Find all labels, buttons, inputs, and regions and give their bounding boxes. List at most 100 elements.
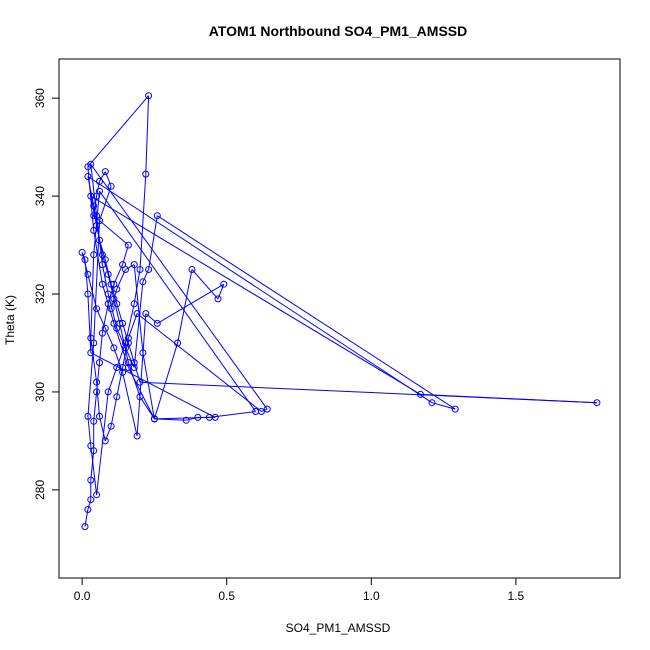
data-point bbox=[107, 305, 115, 313]
series-segment bbox=[127, 313, 138, 339]
data-point bbox=[145, 92, 153, 100]
series-segment bbox=[93, 220, 100, 344]
data-point bbox=[98, 280, 106, 288]
data-point bbox=[104, 270, 112, 278]
data-point bbox=[93, 222, 101, 229]
y-tick-label: 340 bbox=[33, 186, 47, 206]
data-point bbox=[116, 319, 124, 327]
data-point bbox=[122, 266, 129, 273]
data-point bbox=[96, 236, 103, 244]
data-point bbox=[153, 212, 161, 220]
data-point bbox=[139, 278, 147, 286]
y-tick-label: 360 bbox=[33, 88, 47, 108]
data-point bbox=[182, 416, 190, 424]
data-point bbox=[84, 290, 92, 298]
data-point bbox=[87, 192, 95, 200]
data-point bbox=[130, 300, 138, 308]
data-point bbox=[90, 212, 98, 220]
series-segment bbox=[107, 367, 118, 393]
series-segment bbox=[136, 313, 262, 412]
data-point bbox=[211, 413, 219, 421]
y-axis-ticks: 280 300 320 340 360 bbox=[33, 88, 60, 500]
series-segment bbox=[177, 269, 193, 344]
data-point bbox=[142, 310, 150, 318]
data-point bbox=[98, 251, 106, 259]
series-segment bbox=[125, 264, 135, 270]
data-point bbox=[107, 422, 115, 430]
data-point bbox=[104, 290, 112, 298]
series-segment bbox=[142, 352, 155, 419]
x-tick-label: 1.0 bbox=[363, 589, 380, 603]
data-point bbox=[110, 344, 118, 352]
data-point bbox=[87, 160, 95, 168]
series-segment bbox=[87, 274, 98, 309]
data-point bbox=[78, 248, 86, 256]
data-point bbox=[87, 334, 95, 342]
data-point bbox=[93, 212, 101, 220]
series-segment bbox=[93, 391, 98, 422]
chart-title: ATOM1 Northbound SO4_PM1_AMSSD bbox=[209, 23, 468, 39]
series-segment bbox=[113, 298, 121, 324]
data-point bbox=[124, 241, 132, 249]
data-point bbox=[84, 412, 92, 420]
data-point bbox=[136, 393, 144, 401]
series-segment bbox=[101, 264, 109, 295]
series-segment bbox=[157, 283, 225, 324]
data-point bbox=[110, 295, 118, 303]
data-point bbox=[119, 368, 127, 376]
data-point bbox=[133, 432, 141, 440]
data-point bbox=[90, 417, 98, 425]
data-point bbox=[214, 295, 222, 303]
data-point bbox=[124, 339, 132, 347]
series-segment bbox=[87, 176, 433, 404]
series-segment bbox=[133, 281, 144, 368]
data-point bbox=[136, 378, 144, 386]
data-point bbox=[220, 280, 228, 288]
data-point bbox=[113, 393, 121, 401]
y-tick-label: 300 bbox=[33, 382, 47, 402]
data-point bbox=[130, 261, 138, 269]
data-point bbox=[113, 285, 121, 293]
series-segment bbox=[136, 313, 147, 437]
data-point bbox=[104, 388, 112, 396]
series-segment bbox=[142, 269, 150, 283]
data-point bbox=[107, 280, 115, 288]
data-point bbox=[93, 388, 101, 396]
series-segment bbox=[125, 347, 135, 368]
data-point bbox=[263, 405, 271, 413]
data-point bbox=[139, 349, 147, 357]
series-segment bbox=[116, 269, 126, 290]
series-segment bbox=[209, 411, 256, 418]
series-segment bbox=[87, 416, 92, 446]
data-point bbox=[90, 251, 98, 259]
y-tick-label: 280 bbox=[33, 480, 47, 500]
data-point bbox=[130, 364, 138, 371]
data-point bbox=[101, 324, 109, 332]
series-segment bbox=[90, 254, 95, 339]
series-segment bbox=[101, 303, 109, 334]
series-segment bbox=[153, 342, 179, 420]
series-segment bbox=[186, 416, 198, 421]
data-point bbox=[150, 415, 158, 423]
series-segment bbox=[90, 450, 95, 481]
y-tick-label: 320 bbox=[33, 284, 47, 304]
data-point bbox=[133, 310, 141, 318]
series-segment bbox=[87, 499, 92, 510]
series-segment bbox=[133, 269, 141, 304]
series-segment bbox=[133, 264, 144, 353]
data-point bbox=[93, 305, 101, 313]
series-segment bbox=[116, 367, 124, 397]
data-point bbox=[84, 270, 92, 278]
series-segment bbox=[113, 264, 124, 285]
y-axis-label: Theta (K) bbox=[3, 295, 17, 345]
series-segment bbox=[191, 269, 219, 300]
series-segment bbox=[119, 323, 129, 363]
data-point bbox=[87, 442, 95, 450]
series-segment bbox=[145, 95, 150, 175]
data-point bbox=[417, 390, 424, 398]
series-segment bbox=[110, 396, 118, 427]
data-point bbox=[84, 506, 92, 513]
data-point bbox=[451, 405, 459, 413]
data-point bbox=[145, 266, 153, 273]
